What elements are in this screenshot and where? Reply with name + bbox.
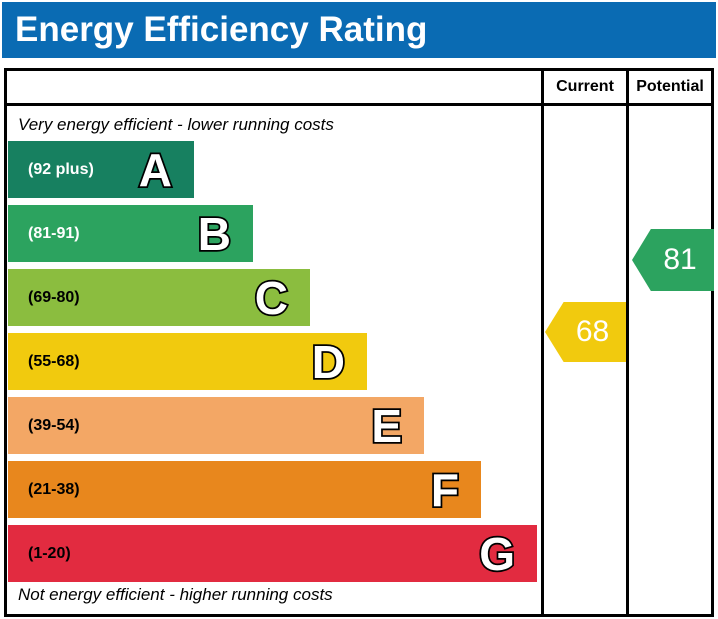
rating-band-c: (69-80) C	[8, 269, 310, 326]
bottom-note: Not energy efficient - higher running co…	[18, 585, 333, 604]
band-letter: B	[196, 207, 233, 260]
band-range-label: (92 plus)	[28, 160, 94, 178]
page-title: Energy Efficiency Rating	[15, 10, 428, 49]
band-range-label: (69-80)	[28, 288, 80, 306]
band-letter: F	[429, 463, 461, 516]
bands-list: (92 plus) A (81-91) B (69-80) C (55-68) …	[8, 141, 537, 589]
band-letter: A	[137, 143, 174, 196]
band-range-label: (55-68)	[28, 352, 80, 370]
band-range-label: (1-20)	[28, 544, 71, 562]
band-range-label: (21-38)	[28, 480, 80, 498]
band-range-label: (39-54)	[28, 416, 80, 434]
band-letter: E	[370, 399, 404, 452]
current-column-header: Current	[544, 71, 626, 106]
bands-column: Very energy efficient - lower running co…	[7, 71, 541, 614]
rating-band-e: (39-54) E	[8, 397, 424, 454]
bands-header-spacer	[7, 71, 541, 106]
chart-body: Very energy efficient - lower running co…	[7, 106, 541, 614]
potential-rating-arrow: 81	[632, 229, 714, 291]
title-bar: Energy Efficiency Rating	[2, 2, 716, 58]
band-letter: D	[310, 335, 347, 388]
potential-column: Potential	[626, 71, 711, 614]
band-letter: C	[253, 271, 290, 324]
rating-band-f: (21-38) F	[8, 461, 481, 518]
band-range-label: (81-91)	[28, 224, 80, 242]
top-note: Very energy efficient - lower running co…	[18, 115, 334, 134]
current-rating-value: 68	[575, 315, 610, 348]
band-letter: G	[477, 527, 516, 580]
potential-column-header: Potential	[629, 71, 711, 106]
current-column: Current	[541, 71, 626, 614]
rating-band-g: (1-20) G	[8, 525, 537, 582]
rating-band-d: (55-68) D	[8, 333, 367, 390]
rating-band-b: (81-91) B	[8, 205, 253, 262]
rating-band-a: (92 plus) A	[8, 141, 194, 198]
potential-rating-value: 81	[663, 243, 697, 276]
current-rating-arrow: 68	[545, 302, 626, 362]
